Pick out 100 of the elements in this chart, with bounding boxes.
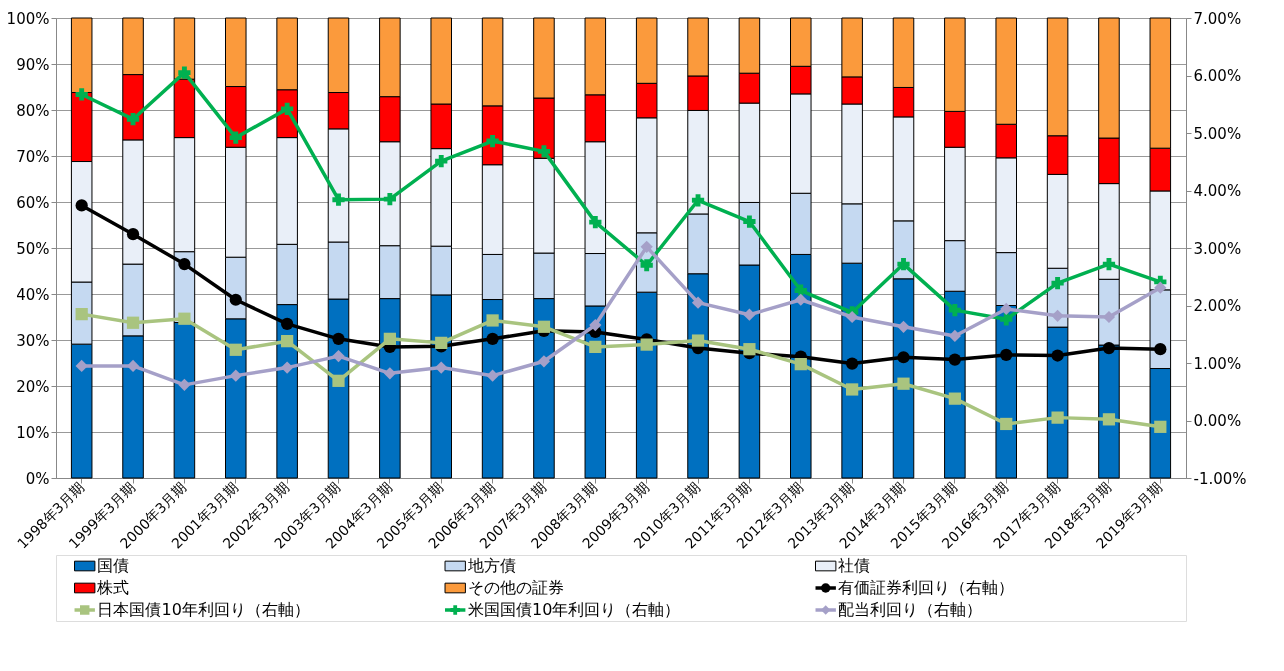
point bbox=[1154, 420, 1167, 433]
point bbox=[332, 349, 345, 363]
point bbox=[126, 316, 140, 329]
legend-label: その他の証券 bbox=[467, 578, 564, 597]
point bbox=[1102, 257, 1116, 271]
y-tick-label: 50% bbox=[16, 239, 50, 258]
y2-tick-label: 4.00% bbox=[1193, 182, 1242, 200]
point bbox=[229, 343, 242, 356]
point bbox=[1000, 348, 1013, 362]
point bbox=[589, 340, 602, 354]
point bbox=[1102, 310, 1116, 324]
point bbox=[332, 332, 345, 345]
y-tick-label: 80% bbox=[16, 101, 50, 120]
point bbox=[126, 359, 140, 372]
point bbox=[1051, 349, 1064, 362]
point bbox=[332, 193, 345, 206]
y2-tick-label: 2.00% bbox=[1193, 297, 1242, 315]
point bbox=[1102, 341, 1116, 355]
point bbox=[794, 293, 807, 306]
point bbox=[486, 134, 499, 148]
point bbox=[589, 216, 602, 229]
point bbox=[1000, 302, 1013, 316]
point bbox=[897, 320, 910, 333]
legend-label: 国債 bbox=[97, 556, 130, 575]
point bbox=[1051, 276, 1064, 290]
y-tick-label: 60% bbox=[16, 193, 50, 212]
point bbox=[743, 215, 756, 228]
legend-label: 配当利回り（右軸） bbox=[838, 600, 983, 619]
point bbox=[383, 193, 396, 206]
point bbox=[383, 332, 396, 345]
legend-label: 社債 bbox=[838, 556, 871, 575]
point bbox=[332, 374, 345, 387]
point bbox=[435, 361, 448, 374]
y-tick-label: 0% bbox=[25, 469, 50, 488]
point bbox=[486, 369, 499, 382]
point bbox=[75, 308, 88, 321]
point bbox=[229, 293, 242, 306]
point bbox=[229, 131, 242, 144]
point bbox=[794, 358, 807, 371]
point bbox=[640, 338, 653, 351]
point bbox=[1154, 343, 1167, 356]
point bbox=[743, 343, 756, 356]
y-tick-label: 30% bbox=[16, 331, 50, 350]
point bbox=[75, 88, 88, 101]
point bbox=[1000, 417, 1013, 431]
point bbox=[281, 335, 294, 348]
y-tick-label: 70% bbox=[16, 147, 50, 166]
point bbox=[743, 308, 756, 321]
y2-tick-label: -1.00% bbox=[1193, 469, 1247, 488]
point bbox=[948, 392, 961, 405]
point bbox=[948, 329, 961, 343]
y2-tick-label: 0.00% bbox=[1193, 412, 1242, 430]
point bbox=[178, 66, 191, 79]
legend-label: 日本国債10年利回り（右軸） bbox=[97, 600, 310, 619]
point bbox=[537, 355, 551, 368]
point bbox=[897, 351, 910, 364]
point bbox=[435, 155, 448, 168]
y-tick-label: 10% bbox=[16, 423, 50, 442]
legend-label: 米国国債10年利回り（右軸） bbox=[467, 600, 681, 619]
point bbox=[126, 113, 140, 126]
point bbox=[537, 320, 551, 333]
point bbox=[537, 145, 551, 158]
point bbox=[486, 332, 499, 345]
point bbox=[846, 310, 859, 324]
point bbox=[1051, 309, 1064, 322]
point bbox=[1051, 411, 1064, 424]
point bbox=[178, 312, 191, 325]
y-tick-label: 40% bbox=[16, 285, 50, 304]
point bbox=[75, 359, 88, 372]
y2-tick-label: 1.00% bbox=[1193, 354, 1242, 373]
y-tick-label: 20% bbox=[16, 377, 50, 396]
point bbox=[691, 334, 705, 347]
point bbox=[948, 303, 961, 317]
point bbox=[435, 336, 448, 349]
point bbox=[1154, 281, 1167, 294]
point bbox=[281, 317, 294, 331]
y-tick-label: 100% bbox=[6, 9, 50, 28]
point bbox=[1000, 313, 1013, 326]
y2-tick-label: 3.00% bbox=[1193, 239, 1242, 258]
point bbox=[281, 361, 294, 374]
point bbox=[948, 353, 961, 366]
point bbox=[691, 194, 705, 207]
point bbox=[897, 257, 910, 271]
point bbox=[691, 296, 705, 309]
point bbox=[589, 318, 602, 332]
point bbox=[846, 383, 859, 396]
point bbox=[640, 259, 653, 272]
y2-tick-label: 5.00% bbox=[1193, 124, 1242, 143]
point bbox=[229, 369, 242, 382]
point bbox=[897, 377, 910, 390]
point bbox=[178, 378, 191, 391]
y-tick-label: 90% bbox=[16, 55, 50, 74]
y2-tick-label: 7.00% bbox=[1193, 9, 1242, 28]
point bbox=[383, 367, 396, 380]
point bbox=[75, 199, 88, 212]
point bbox=[126, 228, 140, 241]
point bbox=[846, 357, 859, 370]
y2-tick-label: 6.00% bbox=[1193, 67, 1242, 85]
point bbox=[486, 314, 499, 327]
legend-label: 地方債 bbox=[466, 556, 516, 575]
